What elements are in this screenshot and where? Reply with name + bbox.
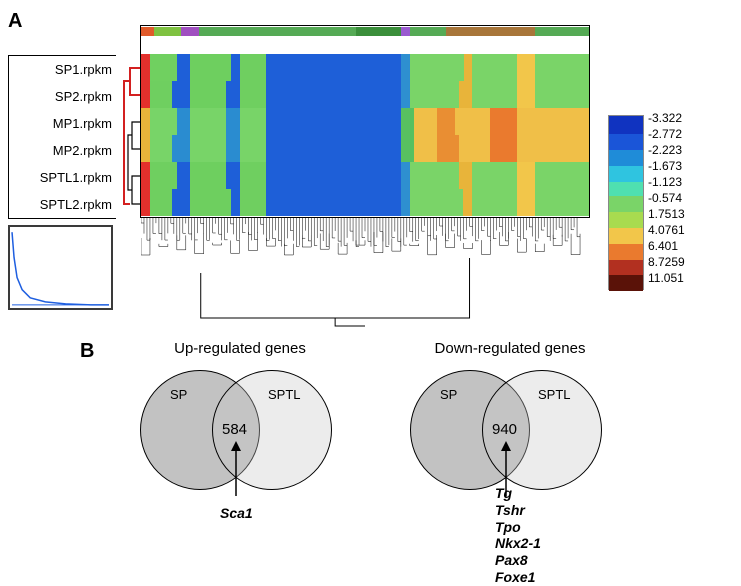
gene: Foxe1 <box>495 569 541 586</box>
gene: Tshr <box>495 502 541 519</box>
row-dendrogram <box>116 55 140 218</box>
venn-down: SP SPTL 940 <box>410 365 610 505</box>
venn-up-gene: Sca1 <box>220 505 253 522</box>
gene: Tg <box>495 485 541 502</box>
gene: Pax8 <box>495 552 541 569</box>
panel-a-label: A <box>8 10 22 33</box>
arrow-icon <box>228 441 244 501</box>
venn-down-genes: Tg Tshr Tpo Nkx2-1 Pax8 Foxe1 <box>495 485 541 586</box>
heatmap-rows <box>141 54 589 216</box>
venn-up-overlap: 584 <box>222 421 247 438</box>
column-category-bar <box>141 27 589 36</box>
venn-down-overlap: 940 <box>492 421 517 438</box>
venn-up-left-label: SP <box>170 387 187 402</box>
venn-down-title: Down-regulated genes <box>400 340 620 357</box>
row-label: SPTL2.rpkm <box>9 191 116 218</box>
colorbar-gradient <box>608 115 644 290</box>
column-dendrogram <box>141 218 589 328</box>
row-label: SPTL1.rpkm <box>9 164 116 191</box>
venn-up: SP SPTL 584 <box>140 365 340 505</box>
panel-a: A SP1.rpkm SP2.rpkm MP1.rpkm MP2.rpkm SP… <box>8 10 733 340</box>
mini-plot <box>8 225 113 310</box>
colorbar-labels: -3.322-2.772-2.223-1.673-1.123-0.5741.75… <box>648 112 685 288</box>
venn-down-left-label: SP <box>440 387 457 402</box>
gene: Nkx2-1 <box>495 535 541 552</box>
row-label: SP1.rpkm <box>9 56 116 83</box>
row-labels: SP1.rpkm SP2.rpkm MP1.rpkm MP2.rpkm SPTL… <box>8 55 116 219</box>
colorbar: -3.322-2.772-2.223-1.673-1.123-0.5741.75… <box>608 115 728 290</box>
panel-b: B Up-regulated genes SP SPTL 584 Sca1 Do… <box>80 345 680 575</box>
row-label: SP2.rpkm <box>9 83 116 110</box>
venn-down-right-label: SPTL <box>538 387 571 402</box>
venn-up-right-label: SPTL <box>268 387 301 402</box>
gene: Tpo <box>495 519 541 536</box>
heatmap <box>140 25 590 218</box>
panel-b-label: B <box>80 340 94 363</box>
row-label: MP1.rpkm <box>9 110 116 137</box>
row-label: MP2.rpkm <box>9 137 116 164</box>
venn-up-title: Up-regulated genes <box>140 340 340 357</box>
